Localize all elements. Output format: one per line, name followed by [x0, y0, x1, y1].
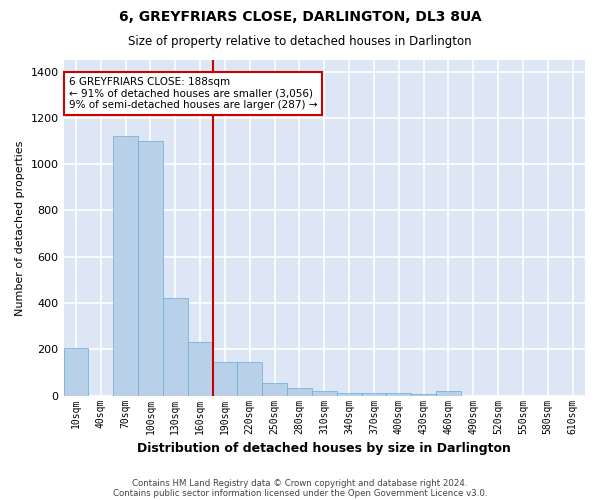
Text: 6 GREYFRIARS CLOSE: 188sqm
← 91% of detached houses are smaller (3,056)
9% of se: 6 GREYFRIARS CLOSE: 188sqm ← 91% of deta…: [69, 77, 317, 110]
Bar: [113, 136, 138, 396]
Bar: [188, 342, 212, 396]
Text: Contains HM Land Registry data © Crown copyright and database right 2024.: Contains HM Land Registry data © Crown c…: [132, 478, 468, 488]
Bar: [312, 391, 337, 396]
Text: Size of property relative to detached houses in Darlington: Size of property relative to detached ho…: [128, 35, 472, 48]
Text: Contains public sector information licensed under the Open Government Licence v3: Contains public sector information licen…: [113, 488, 487, 498]
Bar: [362, 394, 386, 396]
Bar: [212, 362, 238, 396]
Y-axis label: Number of detached properties: Number of detached properties: [15, 140, 25, 316]
Bar: [436, 391, 461, 396]
Bar: [64, 348, 88, 396]
X-axis label: Distribution of detached houses by size in Darlington: Distribution of detached houses by size …: [137, 442, 511, 455]
Bar: [238, 362, 262, 396]
Bar: [386, 394, 411, 396]
Text: 6, GREYFRIARS CLOSE, DARLINGTON, DL3 8UA: 6, GREYFRIARS CLOSE, DARLINGTON, DL3 8UA: [119, 10, 481, 24]
Bar: [138, 141, 163, 396]
Bar: [287, 388, 312, 396]
Bar: [163, 298, 188, 396]
Bar: [411, 394, 436, 396]
Bar: [262, 383, 287, 396]
Bar: [337, 394, 362, 396]
